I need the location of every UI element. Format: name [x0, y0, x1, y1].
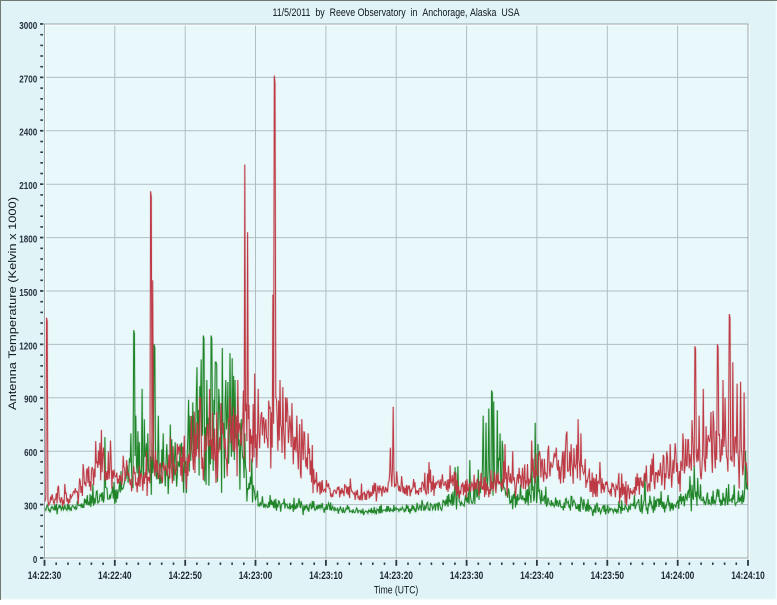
svg-text:0: 0: [33, 554, 38, 566]
svg-text:14:24:10: 14:24:10: [731, 570, 765, 582]
svg-text:600: 600: [24, 447, 37, 459]
svg-text:2700: 2700: [19, 73, 37, 85]
svg-text:14:22:50: 14:22:50: [168, 570, 202, 582]
svg-text:11/5/2011 by Reeve Observato: 11/5/2011 by Reeve Observatory in Anchor…: [273, 7, 521, 19]
svg-text:1800: 1800: [19, 234, 37, 246]
svg-text:14:23:30: 14:23:30: [450, 570, 484, 582]
svg-text:14:22:30: 14:22:30: [28, 570, 62, 582]
svg-text:14:23:10: 14:23:10: [309, 570, 343, 582]
svg-text:14:23:50: 14:23:50: [591, 570, 625, 582]
svg-text:900: 900: [24, 394, 37, 406]
svg-text:Time (UTC): Time (UTC): [374, 585, 419, 597]
svg-text:14:24:00: 14:24:00: [661, 570, 695, 582]
svg-text:Antenna Temperature (Kelvin x: Antenna Temperature (Kelvin x 1000): [7, 197, 19, 410]
svg-text:14:23:20: 14:23:20: [379, 570, 413, 582]
svg-text:1500: 1500: [19, 287, 37, 299]
svg-text:14:23:00: 14:23:00: [239, 570, 273, 582]
svg-text:3000: 3000: [19, 20, 37, 32]
svg-text:2400: 2400: [19, 127, 37, 139]
svg-text:300: 300: [24, 501, 37, 513]
svg-text:14:23:40: 14:23:40: [520, 570, 554, 582]
svg-text:14:22:40: 14:22:40: [98, 570, 132, 582]
svg-text:1200: 1200: [19, 340, 37, 352]
svg-text:2100: 2100: [19, 180, 37, 192]
